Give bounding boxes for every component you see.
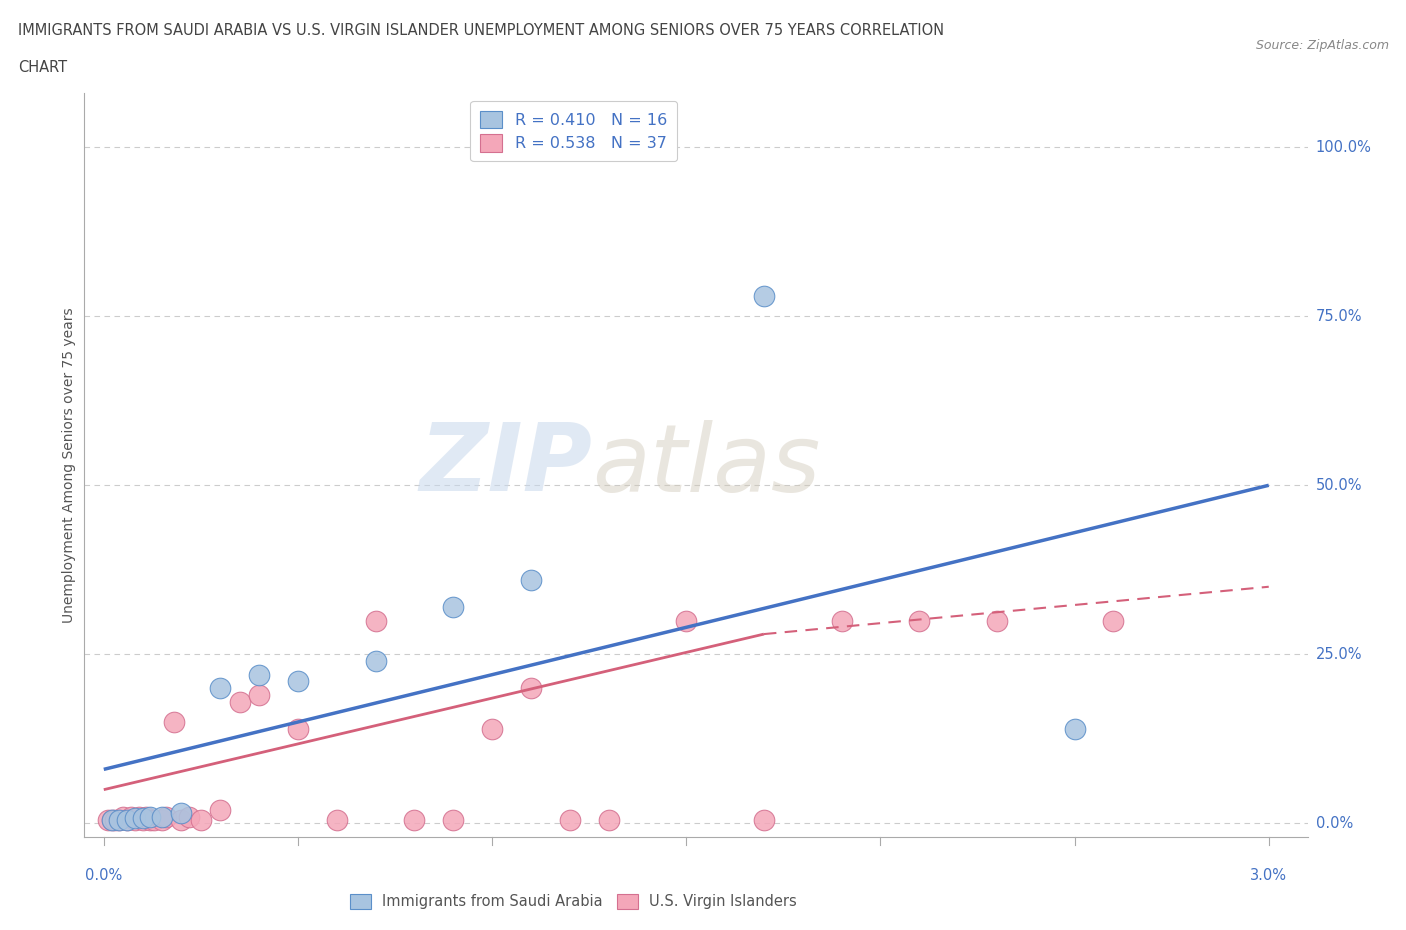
Point [675, 613, 697, 628]
Point [404, 813, 426, 828]
Text: 0.0%: 0.0% [86, 868, 122, 883]
Point [170, 806, 193, 821]
Point [287, 722, 309, 737]
Text: atlas: atlas [592, 419, 820, 511]
Point [115, 813, 138, 828]
Point [135, 809, 157, 824]
Point [228, 695, 250, 710]
Point [190, 813, 212, 828]
Point [752, 288, 775, 303]
Text: 100.0%: 100.0% [1316, 140, 1372, 154]
Point [108, 813, 131, 828]
Point [598, 813, 620, 828]
Point [112, 809, 135, 824]
Point [209, 681, 232, 696]
Legend: Immigrants from Saudi Arabia, U.S. Virgin Islanders: Immigrants from Saudi Arabia, U.S. Virgi… [344, 888, 803, 915]
Point [179, 809, 201, 824]
Point [155, 809, 177, 824]
Point [139, 809, 162, 824]
Point [1102, 613, 1125, 628]
Point [115, 813, 138, 828]
Point [124, 813, 146, 828]
Text: 3.0%: 3.0% [1250, 868, 1288, 883]
Text: CHART: CHART [18, 60, 67, 75]
Point [100, 813, 122, 828]
Point [97, 813, 120, 828]
Point [163, 714, 186, 729]
Point [1063, 722, 1085, 737]
Point [287, 674, 309, 689]
Point [170, 813, 193, 828]
Text: 25.0%: 25.0% [1316, 647, 1362, 662]
Point [247, 687, 270, 702]
Point [131, 811, 153, 826]
Point [120, 809, 142, 824]
Y-axis label: Unemployment Among Seniors over 75 years: Unemployment Among Seniors over 75 years [62, 307, 76, 623]
Point [131, 813, 153, 828]
Text: 0.0%: 0.0% [1316, 816, 1353, 831]
Text: 75.0%: 75.0% [1316, 309, 1362, 324]
Point [108, 813, 131, 828]
Point [209, 803, 232, 817]
Text: ZIP: ZIP [419, 419, 592, 511]
Point [364, 613, 387, 628]
Point [143, 813, 166, 828]
Point [908, 613, 931, 628]
Point [520, 681, 543, 696]
Point [364, 654, 387, 669]
Text: 50.0%: 50.0% [1316, 478, 1362, 493]
Point [326, 813, 349, 828]
Point [150, 813, 173, 828]
Point [124, 811, 146, 826]
Point [128, 809, 150, 824]
Point [986, 613, 1008, 628]
Point [441, 813, 464, 828]
Point [831, 613, 853, 628]
Point [139, 813, 162, 828]
Text: IMMIGRANTS FROM SAUDI ARABIA VS U.S. VIRGIN ISLANDER UNEMPLOYMENT AMONG SENIORS : IMMIGRANTS FROM SAUDI ARABIA VS U.S. VIR… [18, 23, 945, 38]
Point [520, 573, 543, 588]
Point [558, 813, 581, 828]
Point [441, 600, 464, 615]
Point [247, 667, 270, 682]
Point [100, 813, 122, 828]
Point [150, 809, 173, 824]
Point [481, 722, 503, 737]
Text: Source: ZipAtlas.com: Source: ZipAtlas.com [1256, 39, 1389, 52]
Point [752, 813, 775, 828]
Point [104, 813, 127, 828]
